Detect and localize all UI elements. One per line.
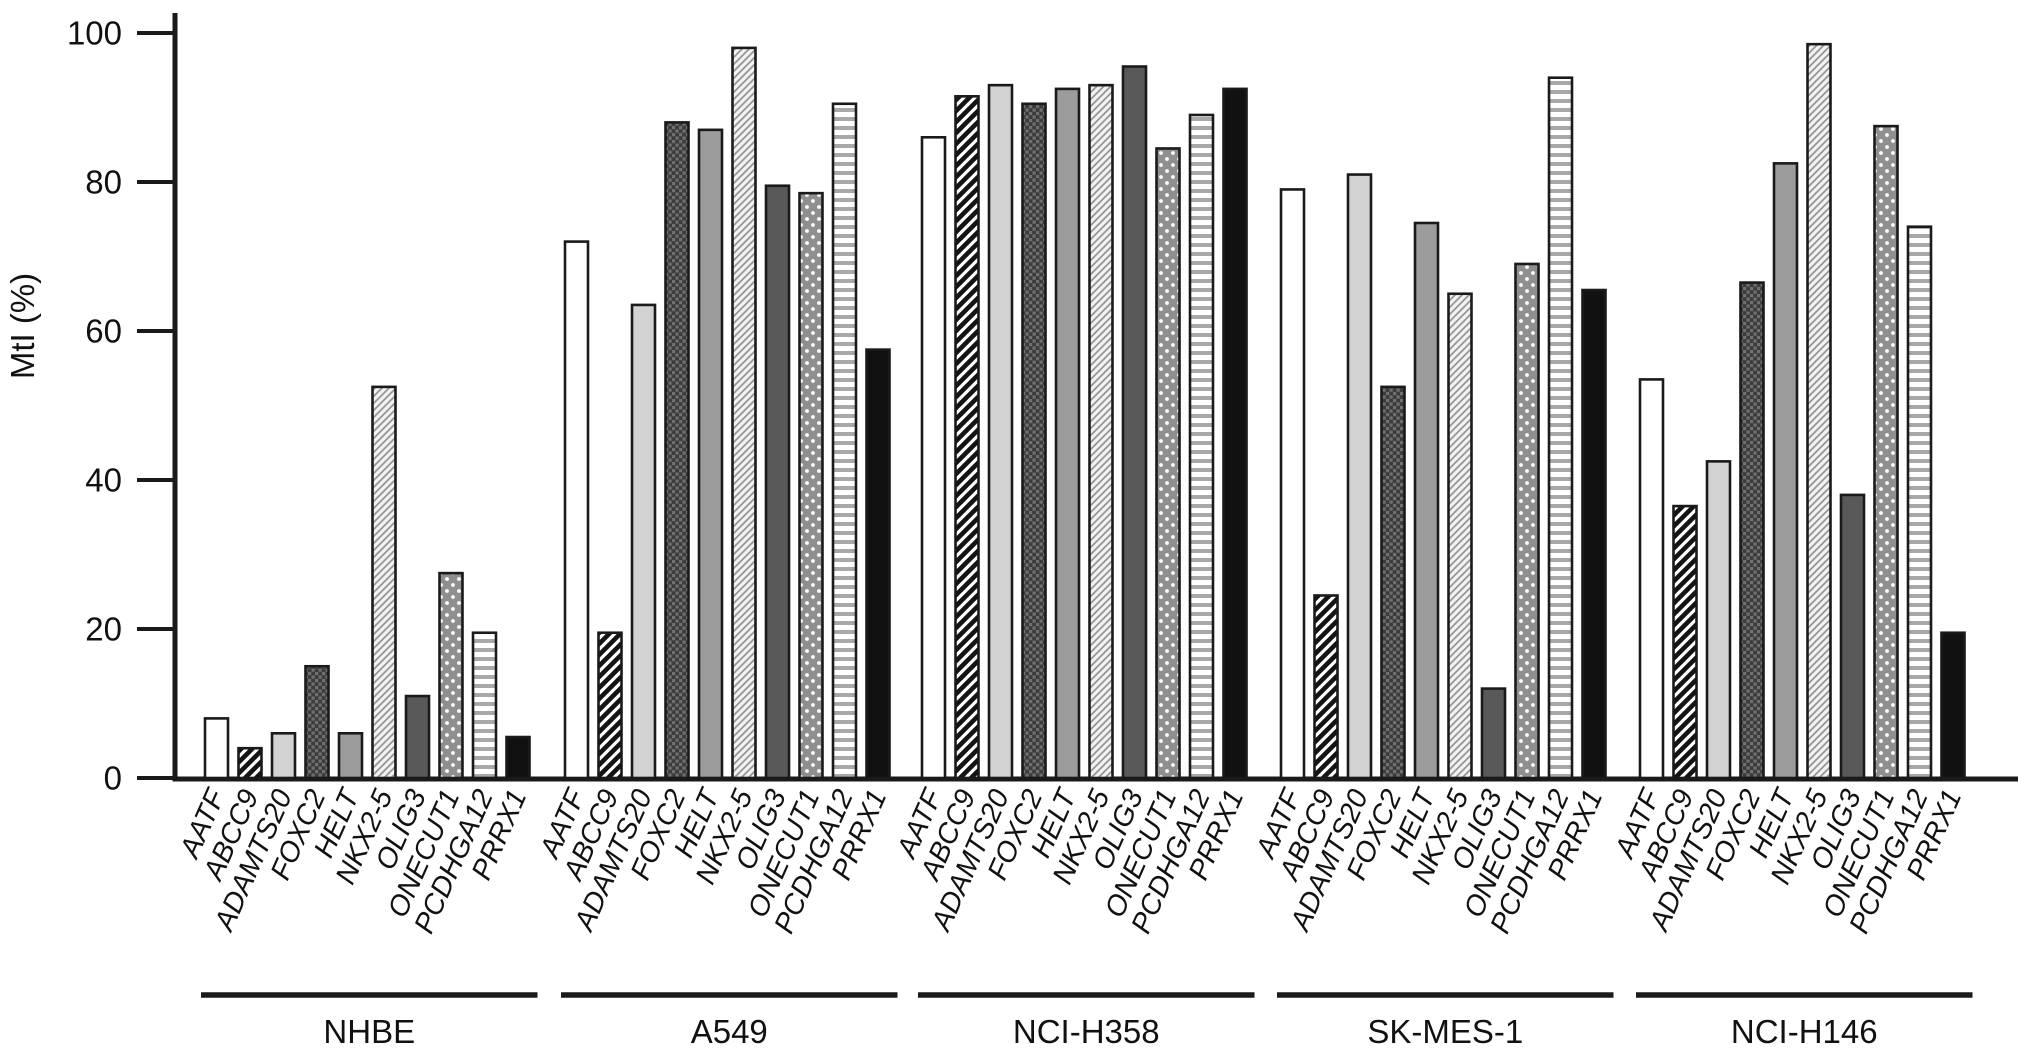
bar-NHBE-ADAMTS20: [270, 731, 297, 780]
bar-SK-MES-1-HELT: [1413, 221, 1440, 780]
bar-NCI-H146-OLIG3: [1839, 493, 1866, 780]
bar-SK-MES-1-PRRX1: [1581, 288, 1607, 780]
bar-SK-MES-1-AATF: [1279, 188, 1306, 780]
bar-NCI-H146-ONECUT1: [1873, 124, 1899, 780]
bar-NHBE-ONECUT1: [438, 571, 464, 780]
group-label-NHBE: NHBE: [323, 1013, 415, 1050]
bar-NHBE-PRRX1: [505, 735, 531, 780]
y-tick-label-40: 40: [85, 462, 122, 499]
group-label-NCI-H146: NCI-H146: [1731, 1013, 1878, 1050]
bar-NCI-H358-ONECUT1: [1155, 147, 1181, 780]
bar-A549-PRRX1: [865, 348, 891, 780]
bar-NHBE-OLIG3: [404, 694, 431, 780]
bar-NCI-H146-HELT: [1772, 162, 1799, 780]
bar-SK-MES-1-ABCC9: [1313, 594, 1339, 780]
bar-SK-MES-1-ADAMTS20: [1346, 173, 1373, 780]
group-label-NCI-H358: NCI-H358: [1013, 1013, 1160, 1050]
bar-SK-MES-1-PCDHGA12: [1547, 76, 1574, 780]
y-axis-title: MtI (%): [4, 273, 41, 379]
bar-SK-MES-1-NKX2-5: [1447, 292, 1473, 780]
bar-NCI-H146-FOXC2: [1739, 281, 1765, 780]
bar-A549-OLIG3: [764, 184, 791, 780]
bar-NHBE-FOXC2: [304, 664, 330, 780]
y-tick-label-80: 80: [85, 164, 122, 201]
bar-A549-NKX2-5: [731, 46, 757, 780]
y-tick-label-20: 20: [85, 611, 122, 648]
bar-A549-PCDHGA12: [831, 102, 858, 780]
bar-NHBE-ABCC9: [237, 746, 263, 780]
y-tick-label-100: 100: [67, 15, 122, 52]
y-tick-label-60: 60: [85, 313, 122, 350]
bar-A549-ONECUT1: [798, 191, 824, 780]
bar-NHBE-NKX2-5: [371, 385, 397, 780]
bar-A549-ADAMTS20: [630, 303, 657, 780]
bar-NCI-H146-ADAMTS20: [1705, 460, 1732, 780]
bar-A549-ABCC9: [597, 631, 623, 780]
bar-A549-AATF: [563, 240, 590, 780]
bar-NCI-H358-PCDHGA12: [1188, 113, 1215, 780]
bar-NCI-H358-NKX2-5: [1088, 83, 1114, 780]
bar-SK-MES-1-OLIG3: [1480, 687, 1507, 780]
group-label-SK-MES-1: SK-MES-1: [1367, 1013, 1523, 1050]
bar-NCI-H146-ABCC9: [1672, 504, 1698, 780]
bar-NCI-H146-NKX2-5: [1806, 42, 1832, 780]
bar-NCI-H146-PCDHGA12: [1906, 225, 1933, 780]
bar-NHBE-AATF: [203, 717, 230, 780]
bar-NCI-H146-PRRX1: [1940, 631, 1966, 780]
group-label-A549: A549: [691, 1013, 768, 1050]
bar-A549-FOXC2: [664, 121, 690, 780]
bar-NCI-H358-HELT: [1054, 87, 1081, 780]
bar-NCI-H358-AATF: [920, 136, 947, 780]
bar-SK-MES-1-FOXC2: [1380, 385, 1406, 780]
y-tick-label-0: 0: [104, 760, 122, 797]
bar-NCI-H358-OLIG3: [1121, 65, 1148, 780]
bar-NCI-H146-AATF: [1638, 378, 1665, 780]
bar-NHBE-HELT: [337, 731, 364, 780]
bar-NCI-H358-ABCC9: [954, 95, 980, 780]
bar-A549-HELT: [697, 128, 724, 780]
bar-NCI-H358-PRRX1: [1222, 87, 1248, 780]
bar-NCI-H358-FOXC2: [1021, 102, 1047, 780]
bar-SK-MES-1-ONECUT1: [1514, 262, 1540, 780]
bar-NHBE-PCDHGA12: [471, 631, 498, 780]
bar-NCI-H358-ADAMTS20: [987, 83, 1014, 780]
